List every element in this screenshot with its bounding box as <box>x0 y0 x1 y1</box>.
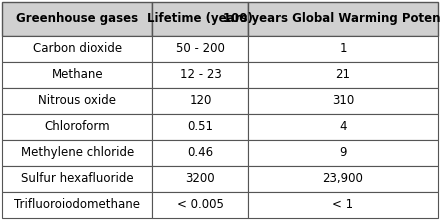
Text: < 0.005: < 0.005 <box>177 198 224 211</box>
Bar <box>153 62 248 88</box>
Bar <box>248 166 438 192</box>
Text: Nitrous oxide: Nitrous oxide <box>38 94 116 107</box>
Text: < 1: < 1 <box>333 198 354 211</box>
Bar <box>248 36 438 62</box>
Text: 4: 4 <box>339 120 347 133</box>
Bar <box>248 62 438 88</box>
Bar <box>153 140 248 166</box>
Text: Trifluoroiodomethane: Trifluoroiodomethane <box>15 198 140 211</box>
Bar <box>2 166 153 192</box>
Text: Methylene chloride: Methylene chloride <box>21 146 134 159</box>
Bar <box>153 88 248 114</box>
Text: Chloroform: Chloroform <box>44 120 110 133</box>
Bar <box>153 36 248 62</box>
Bar <box>2 62 153 88</box>
Text: 12 - 23: 12 - 23 <box>180 68 221 81</box>
Text: Sulfur hexafluoride: Sulfur hexafluoride <box>21 172 134 185</box>
Text: 21: 21 <box>336 68 351 81</box>
Text: Lifetime (years): Lifetime (years) <box>147 12 253 25</box>
Bar <box>2 192 153 218</box>
Bar <box>2 88 153 114</box>
Bar <box>248 192 438 218</box>
Text: 100 years Global Warming Potential: 100 years Global Warming Potential <box>224 12 440 25</box>
Bar <box>2 2 153 36</box>
Bar <box>153 192 248 218</box>
Text: Methane: Methane <box>51 68 103 81</box>
Bar <box>2 114 153 140</box>
Bar <box>248 140 438 166</box>
Text: 310: 310 <box>332 94 354 107</box>
Bar <box>248 114 438 140</box>
Bar <box>2 140 153 166</box>
Text: 9: 9 <box>339 146 347 159</box>
Text: 3200: 3200 <box>186 172 215 185</box>
Text: 23,900: 23,900 <box>323 172 363 185</box>
Text: 0.51: 0.51 <box>187 120 213 133</box>
Text: 1: 1 <box>339 42 347 55</box>
Bar <box>2 36 153 62</box>
Text: Greenhouse gases: Greenhouse gases <box>16 12 139 25</box>
Text: 50 - 200: 50 - 200 <box>176 42 225 55</box>
Bar <box>153 114 248 140</box>
Bar <box>248 88 438 114</box>
Bar <box>153 2 248 36</box>
Bar <box>248 2 438 36</box>
Text: 0.46: 0.46 <box>187 146 213 159</box>
Text: 120: 120 <box>189 94 212 107</box>
Bar <box>153 166 248 192</box>
Text: Carbon dioxide: Carbon dioxide <box>33 42 122 55</box>
